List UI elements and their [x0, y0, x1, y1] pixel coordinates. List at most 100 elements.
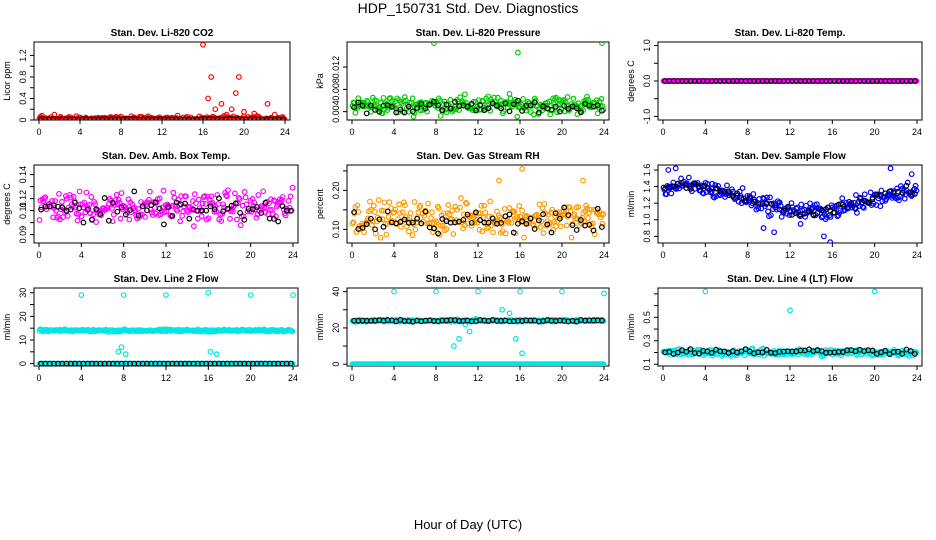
data-point	[738, 195, 745, 201]
data-point	[414, 105, 421, 111]
outlier-point	[599, 42, 605, 47]
data-point	[506, 211, 513, 218]
points-layer	[349, 42, 607, 120]
data-point	[586, 221, 593, 228]
data-point	[831, 209, 838, 216]
x-tick-label: 8	[118, 127, 123, 137]
data-point	[135, 212, 142, 219]
data-point	[600, 211, 607, 217]
data-point	[473, 209, 479, 216]
data-point	[853, 192, 859, 198]
outlier-point	[118, 344, 125, 350]
data-point	[397, 219, 404, 225]
outlier-point	[456, 335, 463, 342]
data-point	[38, 206, 45, 213]
chart-panel-3: Stan. Dev. Li-820 Temp. degrees C 0 4 8 12 16 2…	[626, 28, 923, 137]
y-tick-label: 0.11	[18, 202, 28, 219]
data-point	[110, 199, 116, 206]
data-point	[561, 102, 567, 109]
data-point	[109, 218, 116, 225]
x-tick-label: 12	[473, 250, 483, 260]
data-point	[462, 199, 469, 206]
data-point	[456, 107, 463, 113]
data-point	[896, 197, 902, 204]
data-point	[41, 195, 48, 202]
data-point	[375, 197, 382, 204]
data-point	[911, 78, 918, 84]
data-point	[883, 196, 890, 202]
data-point	[544, 221, 551, 228]
data-point	[135, 206, 142, 212]
outlier-point	[251, 110, 258, 117]
data-point	[368, 221, 375, 228]
x-tick-label: 20	[246, 373, 256, 383]
data-point	[131, 188, 138, 195]
outlier-point	[213, 351, 220, 358]
data-point	[279, 203, 286, 209]
data-point	[575, 204, 582, 210]
chart-panel-5: Stan. Dev. Gas Stream RH percent 0 4 8 12 16 20…	[315, 151, 610, 260]
data-point	[568, 234, 575, 241]
chart-panel-1: Stan. Dev. Li-820 CO2 Licor ppm 0 4 8 12 16 20 2…	[2, 28, 291, 137]
data-point	[283, 205, 290, 212]
data-point	[549, 206, 556, 213]
data-point	[519, 207, 525, 214]
data-point	[439, 222, 446, 229]
panel-title: Stan. Dev. Sample Flow	[734, 151, 846, 162]
data-point	[195, 196, 202, 203]
data-point	[208, 193, 215, 200]
data-point	[86, 202, 93, 208]
data-point	[899, 350, 906, 357]
data-point	[867, 189, 874, 196]
data-point	[422, 105, 429, 112]
data-point	[401, 109, 408, 116]
data-point	[418, 220, 425, 227]
data-point	[485, 93, 492, 100]
data-point	[450, 231, 457, 237]
data-point	[687, 186, 694, 192]
data-point	[564, 94, 571, 100]
data-point	[359, 102, 366, 109]
data-point	[911, 190, 918, 197]
data-point	[227, 215, 233, 222]
data-point	[435, 205, 442, 212]
data-point	[380, 94, 387, 101]
outlier-point	[601, 290, 607, 297]
data-point	[182, 200, 188, 207]
data-point	[554, 109, 560, 116]
x-tick-label: 4	[703, 127, 708, 137]
x-tick-label: 16	[827, 250, 837, 260]
data-point	[237, 222, 244, 229]
points-layer	[36, 42, 288, 120]
data-point	[287, 193, 294, 200]
outlier-point	[519, 350, 525, 357]
data-point	[220, 208, 227, 215]
x-tick-label: 8	[121, 373, 126, 383]
data-point	[43, 206, 50, 213]
data-point	[435, 102, 442, 109]
data-point	[363, 110, 370, 117]
data-point	[152, 199, 159, 206]
x-tick-label: 12	[785, 127, 795, 137]
data-point	[396, 201, 402, 208]
data-point	[447, 105, 454, 112]
data-point	[479, 228, 486, 235]
data-point	[594, 110, 601, 117]
y-tick-label: 0.004	[331, 100, 341, 123]
data-point	[784, 203, 791, 210]
data-point	[211, 208, 218, 215]
data-point	[739, 185, 746, 191]
data-point	[118, 190, 125, 197]
x-tick-label: 0	[660, 373, 665, 383]
data-point	[840, 201, 846, 208]
points-layer	[36, 289, 296, 366]
x-tick-label: 0	[349, 127, 354, 137]
x-tick-label: 4	[703, 373, 708, 383]
data-point	[260, 188, 267, 195]
data-point	[199, 200, 206, 207]
y-tick-label: 20	[18, 311, 28, 321]
data-point	[233, 216, 240, 223]
data-point	[110, 211, 117, 218]
data-point	[594, 102, 601, 109]
x-tick-label: 8	[433, 127, 438, 137]
